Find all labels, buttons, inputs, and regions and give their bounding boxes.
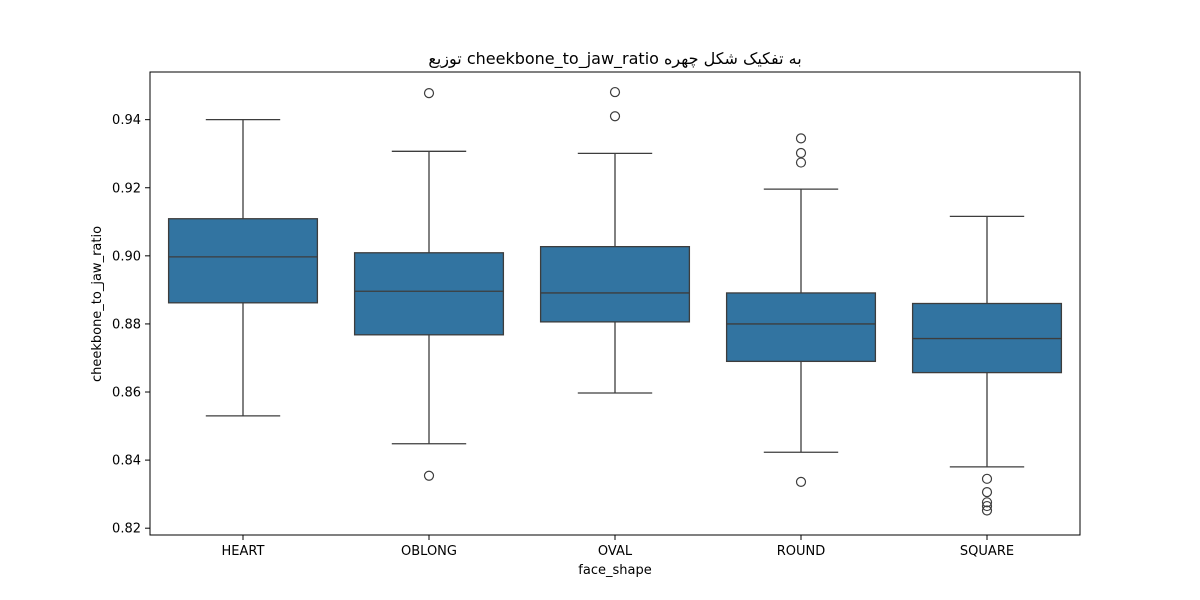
box-oblong [353,88,505,481]
y-tick-label: 0.84 [112,454,141,469]
iqr-box [725,292,877,363]
boxes-group [167,86,1063,516]
outlier-point [981,505,993,516]
x-tick-label-oval: OVAL [598,544,633,559]
y-axis-label: cheekbone_to_jaw_ratio [90,226,105,382]
x-axis: HEART OBLONG OVAL ROUND SQUARE [222,535,1014,559]
y-tick-label: 0.92 [112,181,141,196]
y-axis: 0.82 0.84 0.86 0.88 0.90 0.92 0.94 [112,113,150,537]
outlier-point [795,157,807,168]
y-tick-label: 0.82 [112,522,141,537]
outlier-point [981,487,993,498]
x-axis-label: face_shape [578,563,651,578]
y-tick-label: 0.90 [112,249,141,264]
box-square [911,215,1063,516]
box-round [725,133,877,487]
outlier-point [981,500,993,512]
y-tick-label: 0.88 [112,317,141,332]
outlier-point [423,470,435,481]
outlier-point [795,476,807,487]
outlier-point [423,88,435,99]
iqr-box [539,245,691,323]
x-tick-label-heart: HEART [222,544,265,559]
box-heart [167,119,319,417]
box-oval [539,86,691,394]
outlier-point [795,147,807,159]
x-tick-label-oblong: OBLONG [401,544,457,559]
outlier-point [609,86,621,98]
iqr-box [353,252,505,336]
y-tick-label: 0.86 [112,386,141,401]
outlier-point [609,111,621,122]
iqr-box [167,218,319,304]
outlier-point [981,497,993,508]
outlier-point [795,133,807,144]
outlier-point [981,473,993,484]
y-tick-label: 0.94 [112,113,141,128]
x-tick-label-square: SQUARE [960,544,1014,559]
chart-title: توزیع cheekbone_to_jaw_ratio به تفکیک شک… [428,49,801,69]
x-tick-label-round: ROUND [777,544,826,559]
